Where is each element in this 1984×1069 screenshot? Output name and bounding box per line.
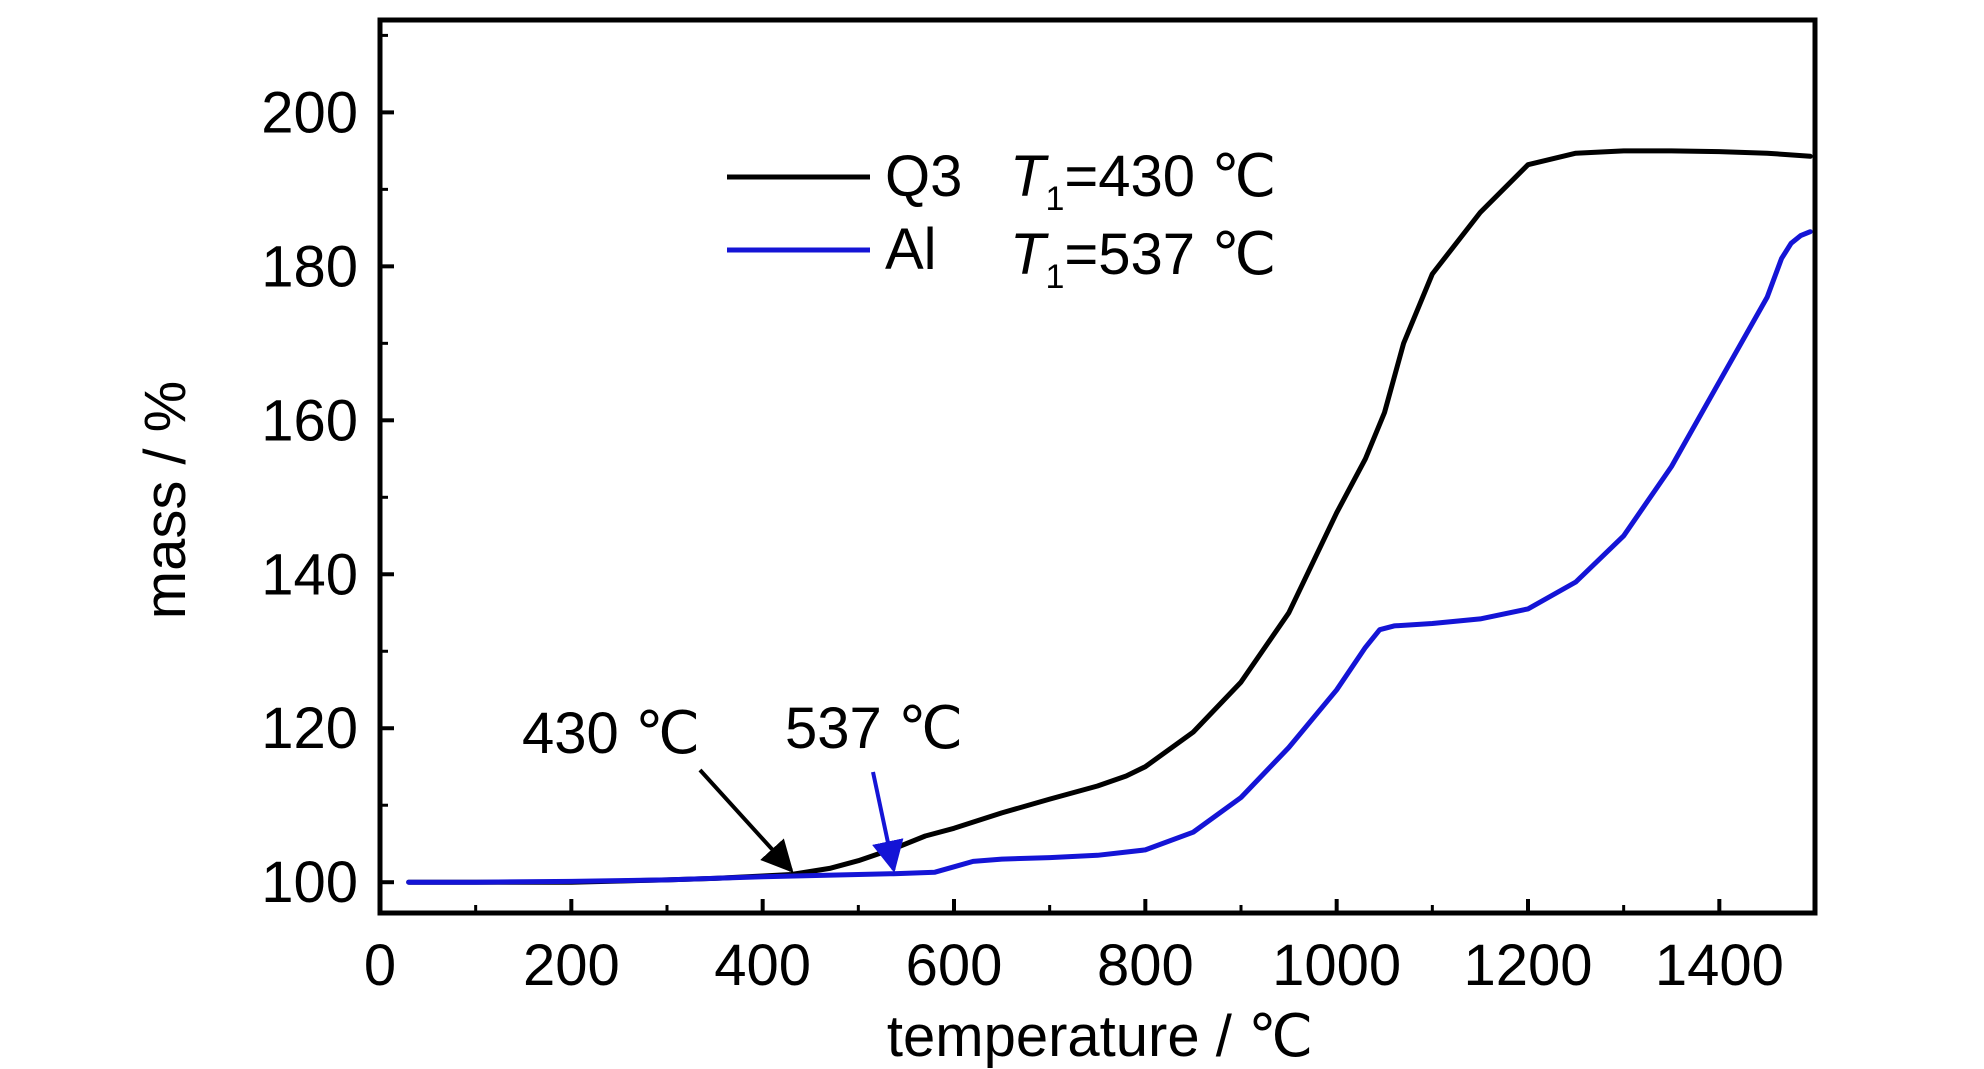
y-tick-label: 120 [261,696,358,761]
plot-frame [377,17,1818,916]
axis-ticks [378,33,1722,913]
x-tick-label: 1000 [1272,933,1401,998]
y-tick-label: 200 [261,80,358,145]
annotation-537-arrow [871,771,904,873]
legend-temp-q3: T1=430 ℃ [1010,144,1276,218]
x-axis-title: temperature / ℃ [887,1004,1313,1069]
legend-label-q3: Q3 [885,144,962,209]
x-tick-label: 1400 [1655,933,1784,998]
x-tick-label: 200 [523,933,620,998]
y-tick-label: 160 [261,388,358,453]
x-tick-label: 800 [1097,933,1194,998]
annotation-430-label: 430 ℃ [522,701,700,766]
x-tick-label: 600 [906,933,1003,998]
legend-temp-al: T1=537 ℃ [1010,222,1276,296]
y-tick-label: 140 [261,542,358,607]
y-axis-title: mass / % [133,381,198,620]
annotations: 430 ℃ 537 ℃ [522,696,963,873]
series-line-al [406,229,1813,885]
x-tick-label: 1200 [1463,933,1592,998]
annotation-537-label: 537 ℃ [785,696,963,761]
x-tick-label: 0 [364,933,396,998]
x-tick-label: 400 [714,933,811,998]
y-tick-label: 100 [261,850,358,915]
annotation-430-arrow [698,768,794,873]
y-tick-label: 180 [261,234,358,299]
legend-label-al: Al [885,217,937,282]
axis-tick-labels: 0 200 400 600 800 1000 1200 1400 100 120 140 160 180… [261,80,1784,998]
legend: Q3 T1=430 ℃ Al T1=537 ℃ [727,144,1276,296]
series-layer [406,148,1813,885]
